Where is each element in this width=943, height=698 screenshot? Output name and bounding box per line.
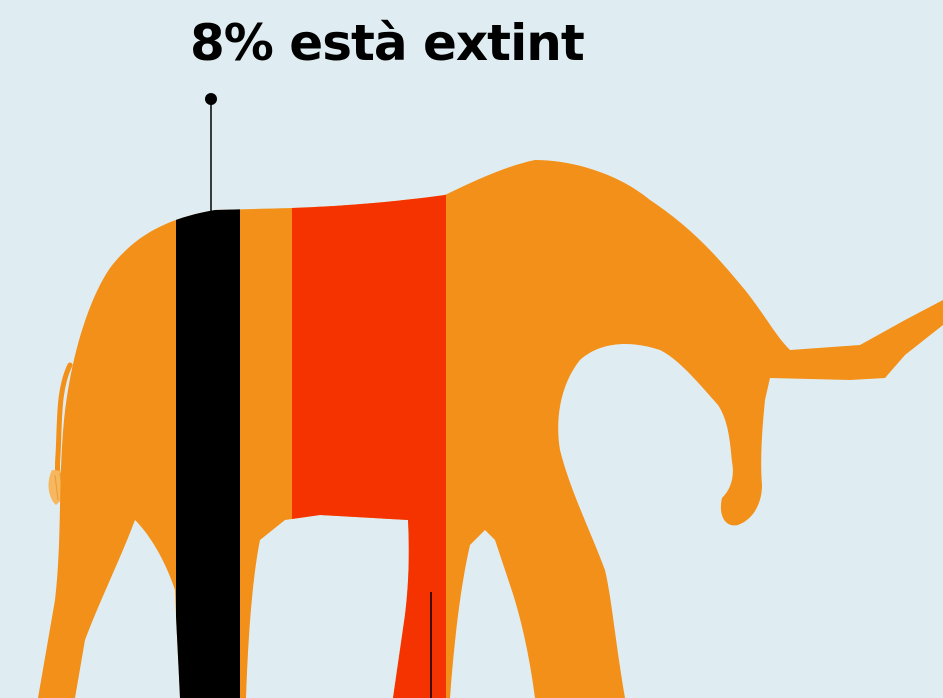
headline: 8% està extint — [190, 14, 585, 72]
